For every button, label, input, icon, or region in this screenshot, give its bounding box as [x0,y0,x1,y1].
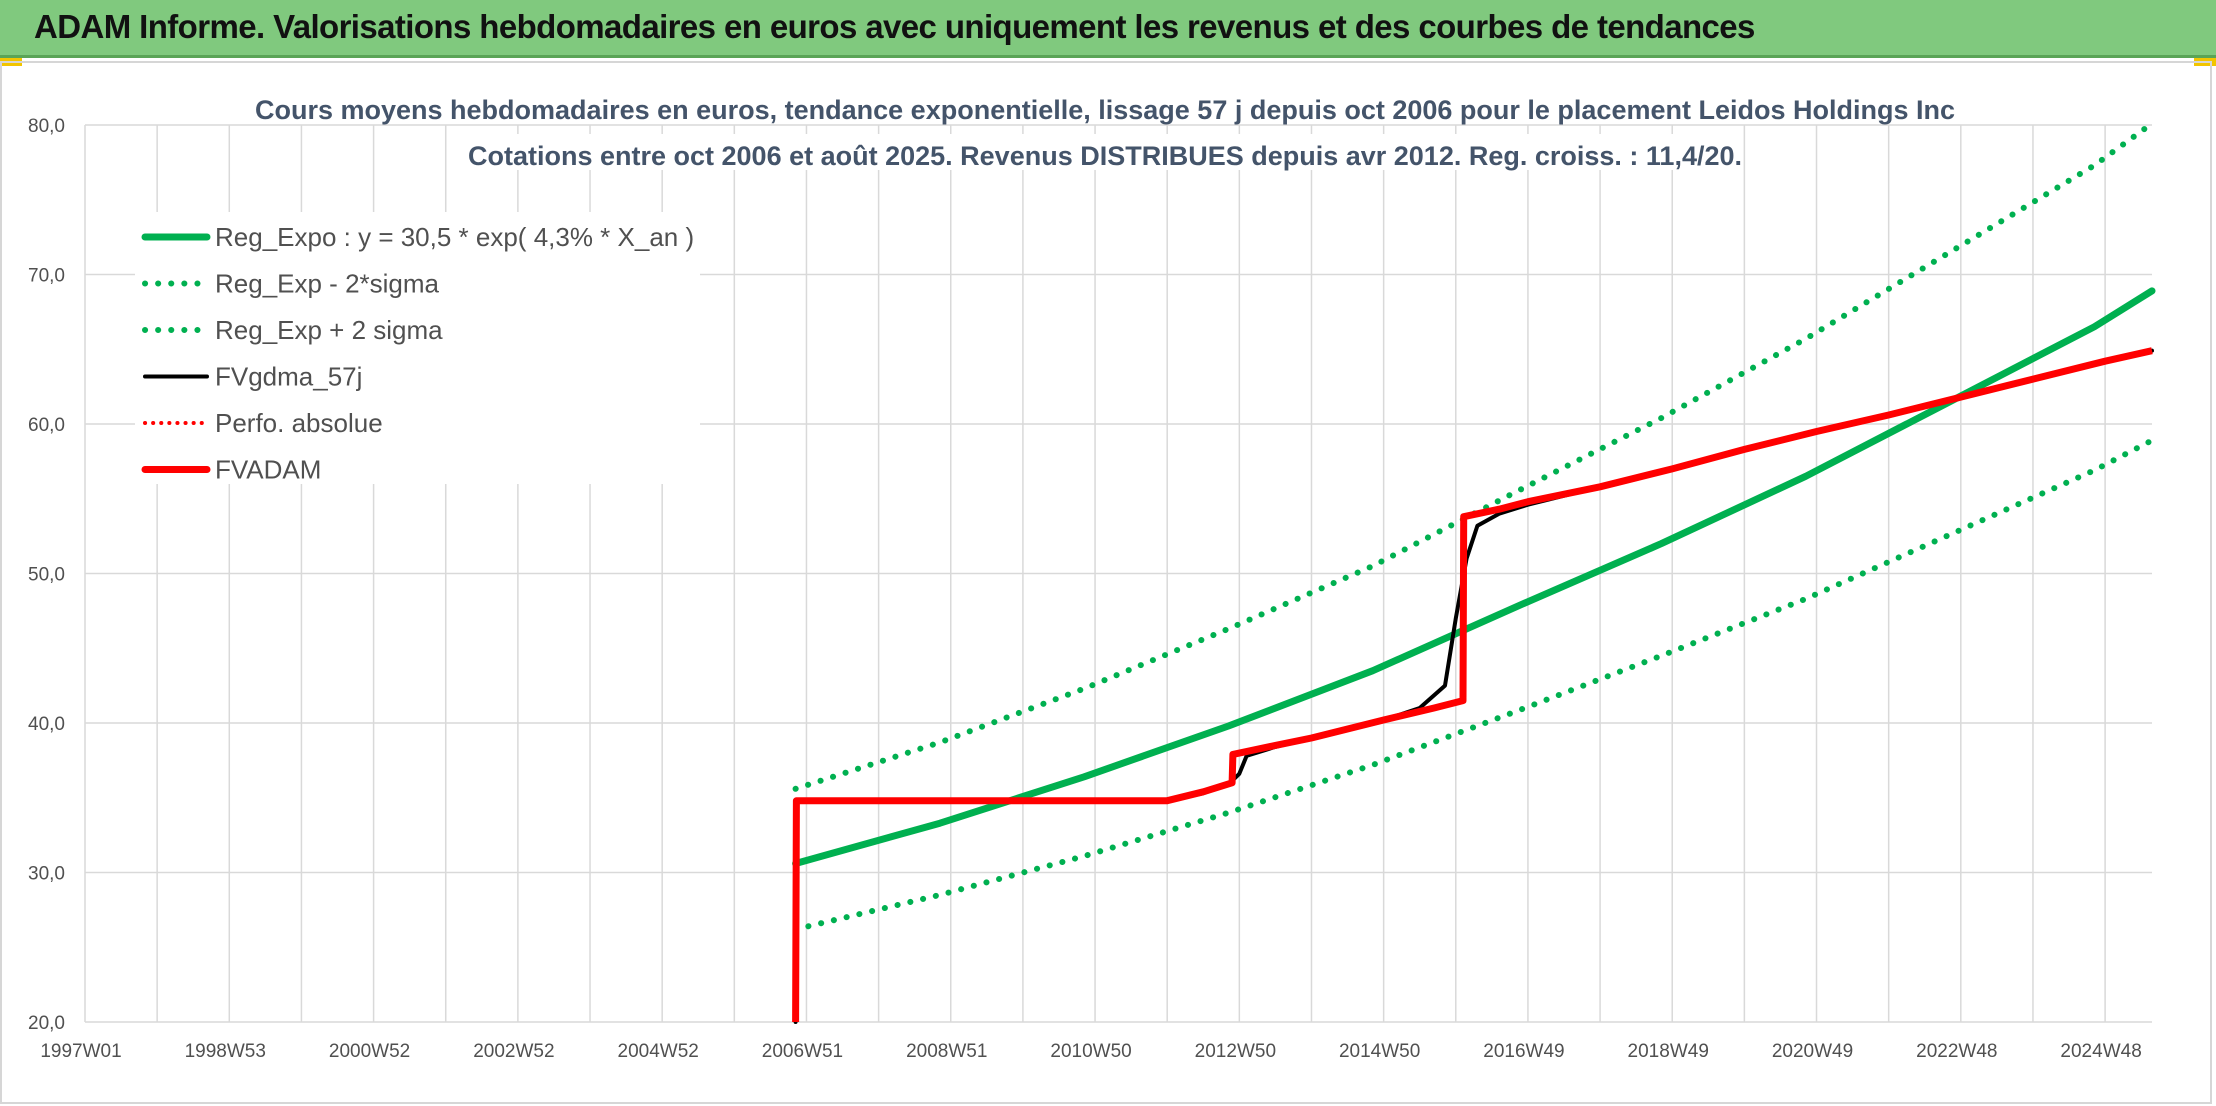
chart-title-block: Cours moyens hebdomadaires en euros, ten… [255,88,1955,171]
x-tick-label: 2016W49 [1483,1041,1564,1062]
x-tick-label: 2004W52 [618,1041,699,1062]
series-line-2 [792,120,2155,792]
x-tick-label: 2018W49 [1628,1041,1709,1062]
y-tick-label: 80,0 [28,116,65,137]
x-tick-label: 2014W50 [1339,1041,1420,1062]
x-tick-label: 2010W50 [1050,1041,1131,1062]
header-banner: ADAM Informe. Valorisations hebdomadaire… [0,0,2216,58]
x-tick-label: 2022W48 [1916,1041,1997,1062]
legend-label: Reg_Expo : y = 30,5 * exp( 4,3% * X_an ) [215,222,694,252]
x-tick-label: 1998W53 [185,1041,266,1062]
series-line-1 [792,437,2155,933]
y-tick-label: 50,0 [28,565,65,586]
series-line-3 [793,348,2154,1024]
chart-title-bg-2 [510,134,1702,170]
chart-series [792,120,2156,1024]
x-tick-label: 1997W01 [40,1041,121,1062]
y-tick-label: 70,0 [28,266,65,287]
axis-ticks: 20,0 30,0 40,0 50,0 60,0 70,0 80,0 1997W01 1998W… [28,116,2142,1062]
y-tick-label: 40,0 [28,714,65,735]
y-tick-label: 20,0 [28,1013,65,1034]
page-title: ADAM Informe. Valorisations hebdomadaire… [34,8,1755,45]
x-tick-label: 2024W48 [2060,1041,2141,1062]
legend-label: Reg_Exp + 2 sigma [215,315,443,345]
y-tick-label: 30,0 [28,864,65,885]
x-tick-label: 2008W51 [906,1041,987,1062]
legend-background [135,212,700,484]
chart-title-bg-1 [318,88,1894,124]
x-tick-label: 2006W51 [762,1041,843,1062]
x-tick-label: 2020W49 [1772,1041,1853,1062]
legend-label: Perfo. absolue [215,408,383,438]
chart-frame [0,61,2212,1104]
chart-title-line-2: Cotations entre oct 2006 et août 2025. R… [468,141,1742,171]
x-tick-label: 2000W52 [329,1041,410,1062]
legend-label: FVADAM [215,455,321,485]
x-tick-label: 2012W50 [1195,1041,1276,1062]
series-line-0 [792,287,2156,867]
series-line-5 [792,347,2153,1023]
x-tick-label: 2002W52 [473,1041,554,1062]
chart-title-line-1: Cours moyens hebdomadaires en euros, ten… [255,95,1955,125]
chart-legend: Reg_Expo : y = 30,5 * exp( 4,3% * X_an )… [135,212,700,485]
legend-label: Reg_Exp - 2*sigma [215,269,440,299]
y-tick-label: 60,0 [28,415,65,436]
legend-label: FVgdma_57j [215,362,362,392]
